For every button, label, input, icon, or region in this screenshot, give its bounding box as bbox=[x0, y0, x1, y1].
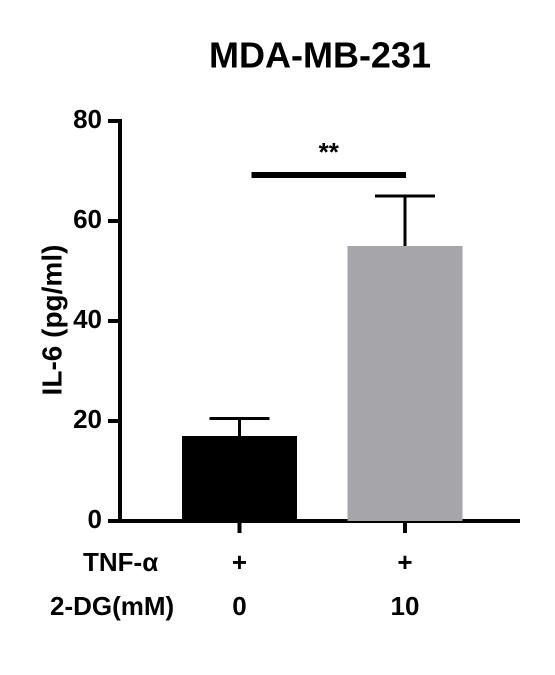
bar bbox=[182, 436, 297, 521]
significance-label: ** bbox=[319, 137, 340, 167]
condition-value: + bbox=[397, 547, 412, 577]
condition-value: + bbox=[232, 547, 247, 577]
condition-label: 2-DG(mM) bbox=[50, 591, 174, 621]
y-tick-label: 40 bbox=[73, 304, 102, 334]
condition-label: TNF-α bbox=[83, 547, 158, 577]
y-axis-label: IL-6 (pg/ml) bbox=[36, 245, 67, 396]
condition-value: 0 bbox=[232, 591, 246, 621]
bar bbox=[347, 246, 463, 521]
y-tick-label: 60 bbox=[73, 204, 102, 234]
condition-value: 10 bbox=[391, 591, 420, 621]
y-tick-label: 80 bbox=[73, 104, 102, 134]
chart-title: MDA-MB-231 bbox=[209, 35, 431, 76]
y-tick-label: 20 bbox=[73, 404, 102, 434]
y-tick-label: 0 bbox=[88, 504, 102, 534]
